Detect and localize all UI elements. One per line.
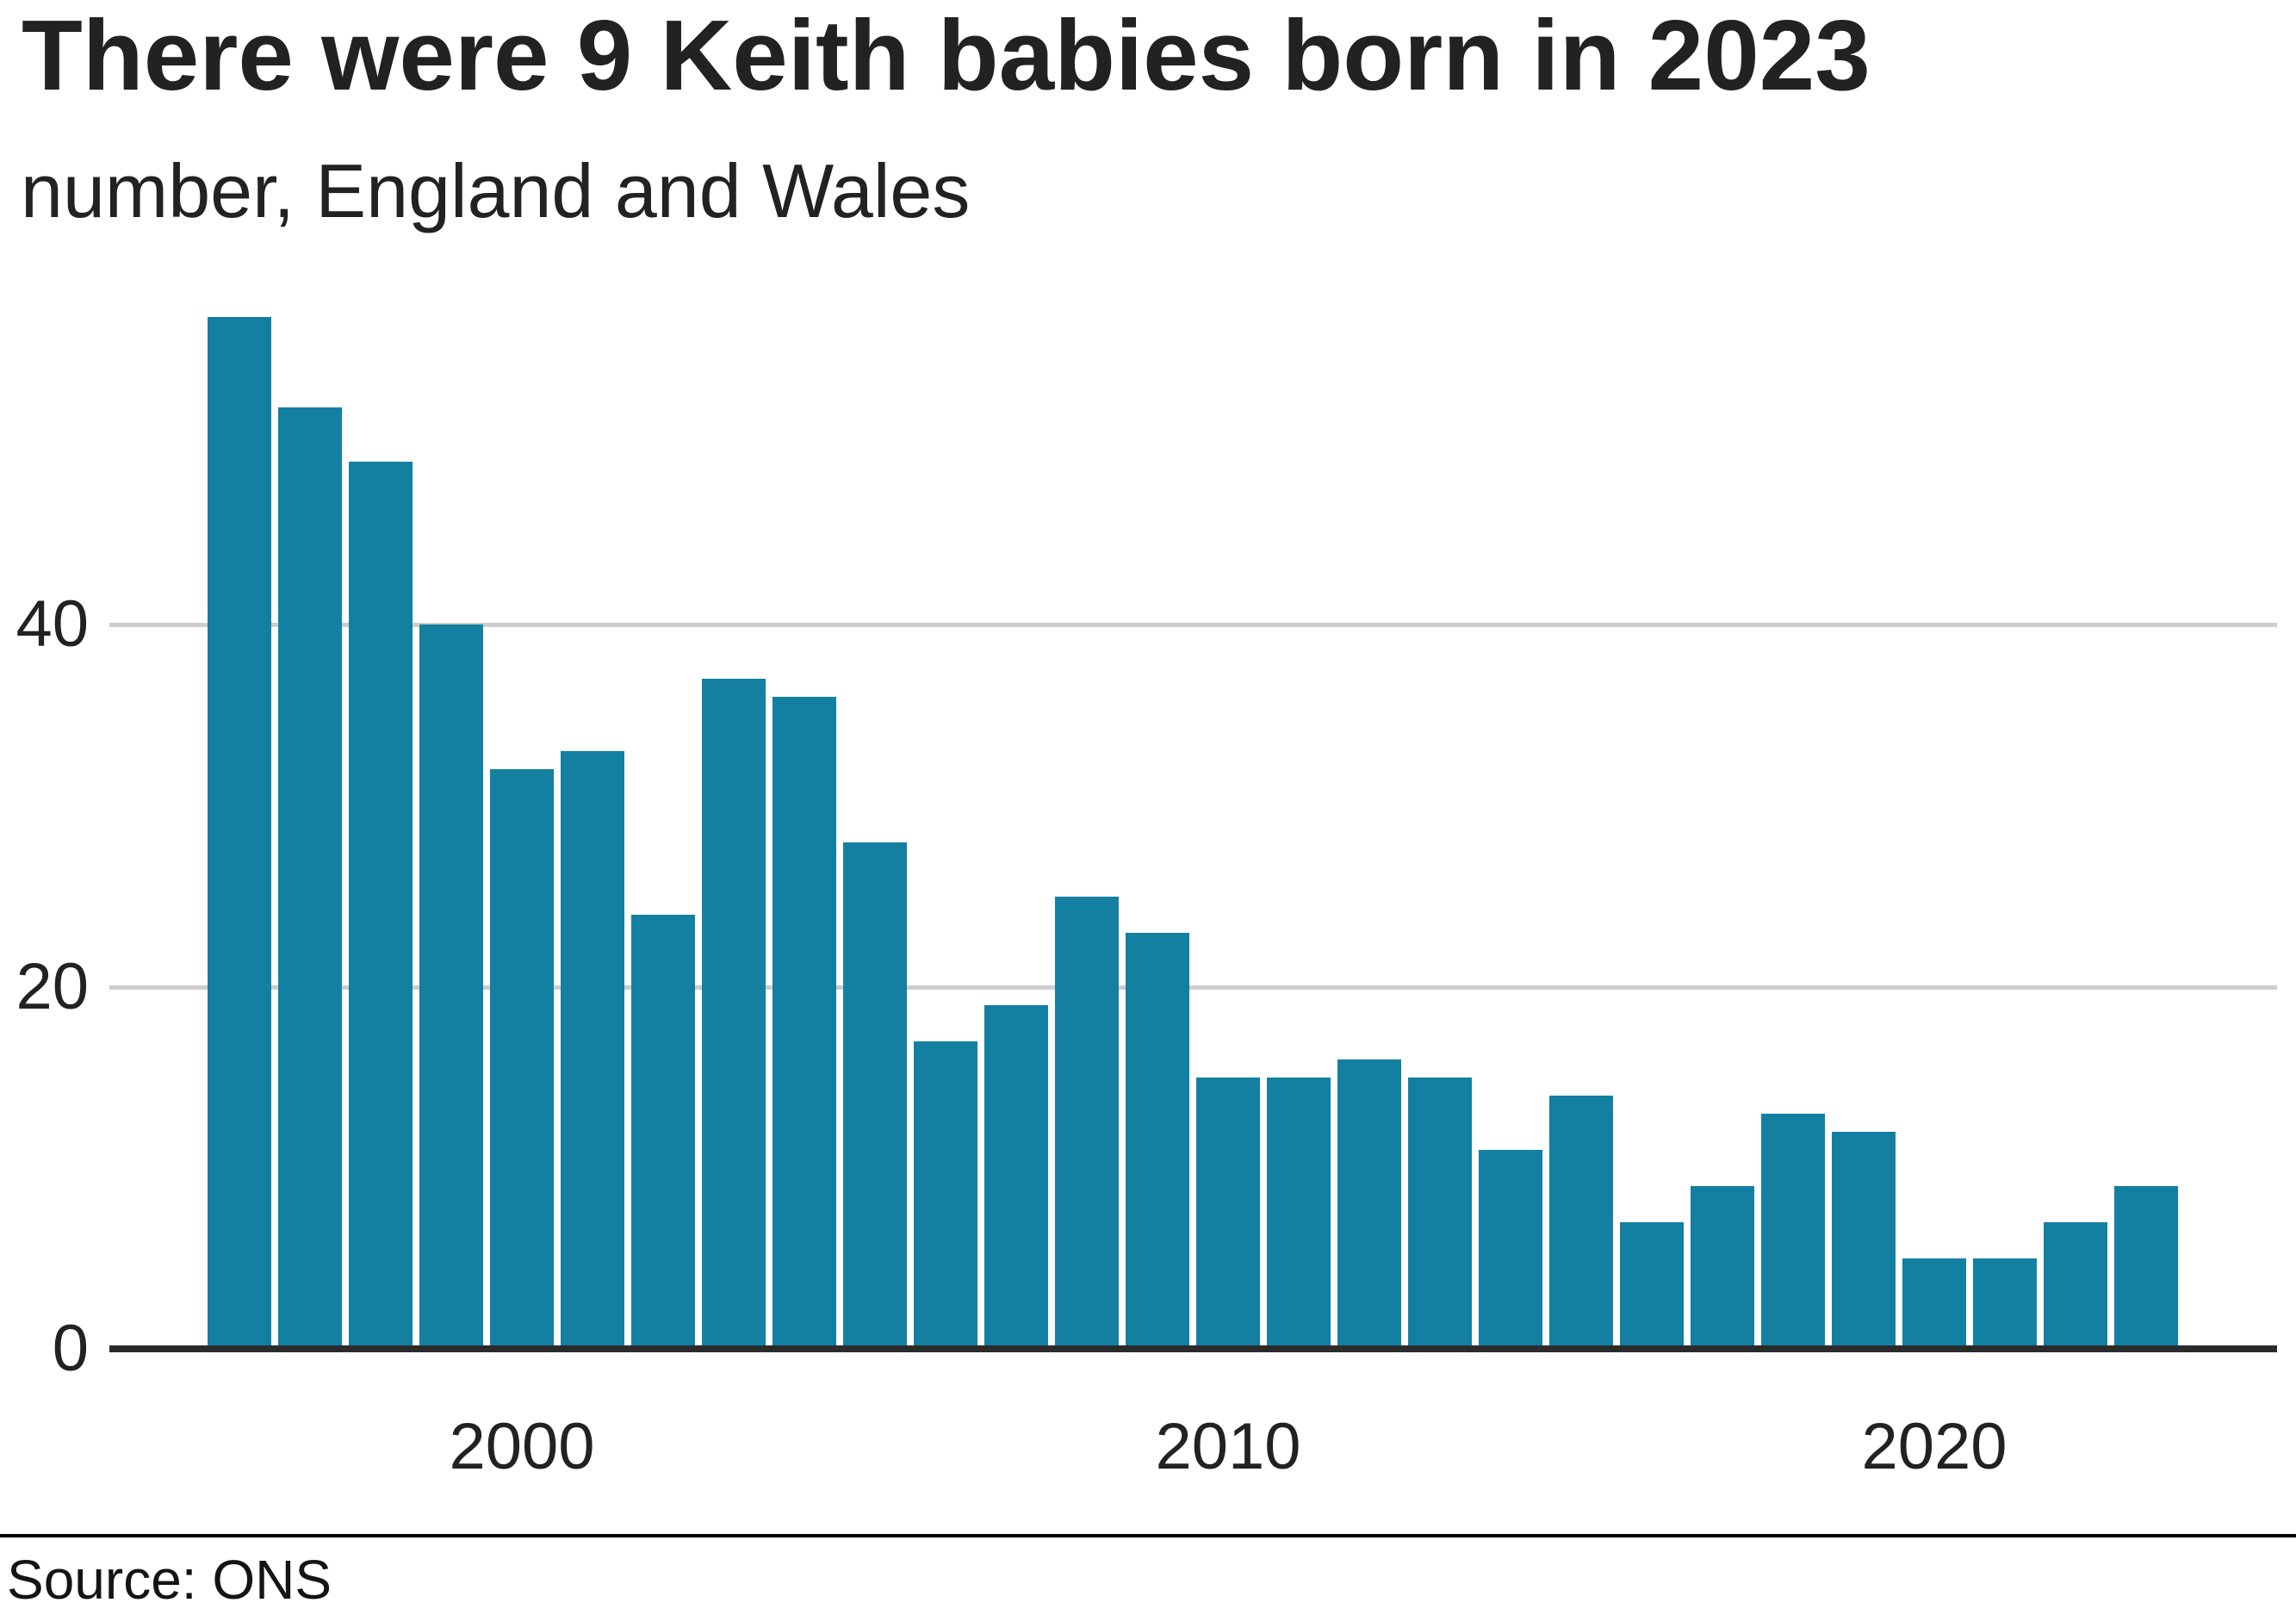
bar-2000 <box>490 769 554 1349</box>
bar-1998 <box>349 462 413 1349</box>
bar-1996 <box>208 317 271 1349</box>
bar-2012 <box>1337 1059 1401 1349</box>
bar-2007 <box>984 1005 1048 1349</box>
bar-2013 <box>1408 1078 1472 1349</box>
bar-2005 <box>843 842 907 1349</box>
y-tick-label-20: 20 <box>16 949 89 1023</box>
source-divider-line <box>0 1534 2296 1537</box>
chart-subtitle: number, England and Wales <box>21 148 971 233</box>
bar-2003 <box>702 679 766 1349</box>
x-tick-label-2000: 2000 <box>449 1410 595 1483</box>
bar-2006 <box>914 1041 977 1349</box>
bar-2021 <box>1973 1258 2037 1349</box>
bar-2018 <box>1761 1114 1825 1349</box>
bar-2002 <box>631 915 695 1349</box>
bar-2019 <box>1832 1132 1896 1349</box>
x-tick-label-2010: 2010 <box>1155 1410 1301 1483</box>
x-axis-baseline <box>109 1345 2277 1352</box>
bar-2015 <box>1549 1096 1613 1349</box>
bar-2022 <box>2044 1222 2107 1349</box>
y-tick-label-40: 40 <box>16 587 89 662</box>
source-label: Source: ONS <box>7 1549 332 1611</box>
gridline-40 <box>109 623 2277 628</box>
gridline-20 <box>109 985 2277 990</box>
bar-2023 <box>2114 1186 2178 1349</box>
bar-1999 <box>419 624 483 1349</box>
chart-title: There were 9 Keith babies born in 2023 <box>22 0 1871 111</box>
bar-2020 <box>1902 1258 1966 1349</box>
bar-2014 <box>1479 1150 1542 1349</box>
bar-2011 <box>1267 1078 1331 1349</box>
plot-area <box>109 263 2277 1352</box>
x-tick-label-2020: 2020 <box>1861 1410 2007 1483</box>
bar-2010 <box>1196 1078 1260 1349</box>
bar-2004 <box>773 697 836 1349</box>
bar-2009 <box>1126 933 1189 1349</box>
bar-2017 <box>1691 1186 1754 1349</box>
y-tick-label-0: 0 <box>52 1312 89 1385</box>
bar-2008 <box>1055 897 1119 1349</box>
bar-1997 <box>278 407 342 1349</box>
bar-2016 <box>1620 1222 1684 1349</box>
bar-2001 <box>561 751 624 1349</box>
